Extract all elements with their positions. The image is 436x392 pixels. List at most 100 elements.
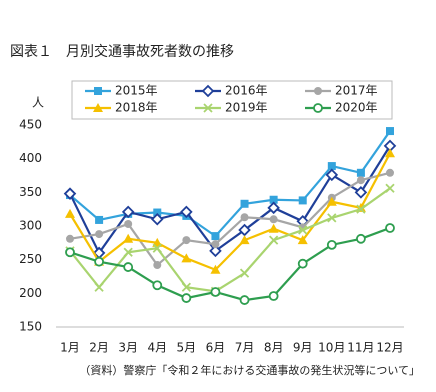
marker (152, 243, 162, 253)
series-line (69, 171, 391, 267)
marker (65, 247, 75, 258)
marker (95, 215, 104, 224)
legend-box (71, 80, 393, 120)
y-tick-label: 300 (19, 219, 42, 233)
marker (354, 186, 368, 199)
marker (65, 208, 75, 218)
marker (94, 87, 102, 95)
marker (356, 204, 366, 214)
x-tick-label: 6月 (206, 341, 226, 355)
marker (203, 103, 213, 113)
marker (180, 205, 193, 219)
source-note: （資料）警察庁「令和２年における交通事故の発生状況等について」 (79, 363, 420, 377)
marker (181, 253, 192, 263)
marker (94, 256, 104, 267)
y-tick-label: 450 (19, 118, 42, 132)
marker (123, 233, 134, 243)
marker (95, 230, 104, 239)
x-tick-label: 9月 (293, 341, 313, 355)
x-tick-label: 10月 (318, 341, 345, 355)
marker (314, 87, 322, 95)
marker (211, 232, 220, 241)
marker (211, 240, 220, 249)
y-tick-label: 350 (19, 185, 42, 199)
marker (297, 258, 308, 269)
marker (326, 239, 337, 250)
marker (268, 235, 279, 245)
marker (268, 223, 279, 233)
marker (153, 208, 162, 217)
legend-label: 2018年 (115, 101, 158, 115)
marker (201, 84, 215, 98)
marker (385, 223, 395, 233)
marker (210, 287, 221, 297)
marker (269, 195, 278, 204)
marker (326, 196, 337, 206)
legend-label: 2020年 (335, 101, 378, 115)
marker (267, 201, 280, 215)
x-tick-label: 7月 (235, 341, 255, 355)
marker (386, 168, 394, 177)
marker (209, 244, 222, 258)
marker (238, 223, 251, 237)
y-tick-label: 250 (19, 252, 42, 266)
marker (240, 213, 249, 222)
marker (123, 262, 134, 272)
y-tick-label: 150 (19, 320, 42, 334)
marker (182, 236, 191, 245)
series-line (69, 187, 391, 293)
marker (210, 264, 221, 274)
marker (298, 225, 308, 235)
marker (386, 127, 394, 136)
legend-label: 2016年 (225, 84, 268, 98)
marker (153, 261, 162, 270)
marker (385, 183, 395, 193)
x-tick-label: 11月 (347, 341, 374, 355)
marker (356, 168, 365, 177)
y-tick-label: 200 (19, 286, 42, 300)
x-tick-label: 2月 (89, 341, 109, 355)
marker (121, 205, 135, 219)
marker (152, 280, 163, 291)
series-line (69, 130, 391, 238)
x-tick-label: 3月 (118, 341, 138, 355)
marker (313, 103, 323, 113)
x-tick-label: 5月 (177, 341, 197, 355)
marker (124, 219, 133, 228)
marker (356, 176, 365, 185)
marker (297, 235, 308, 245)
marker (385, 148, 395, 158)
series-line (69, 226, 391, 302)
marker (268, 291, 279, 301)
series-line (69, 152, 391, 272)
marker (327, 162, 336, 171)
marker (93, 103, 103, 112)
y-unit: 人 (32, 96, 44, 110)
marker (66, 234, 74, 243)
marker (325, 168, 339, 182)
legend-label: 2015年 (115, 84, 158, 98)
x-tick-label: 4月 (147, 341, 167, 355)
x-tick-label: 1月 (60, 341, 80, 355)
legend-label: 2017年 (335, 84, 378, 98)
marker (151, 212, 164, 226)
x-tick-label: 12月 (376, 341, 403, 355)
marker (356, 233, 366, 244)
marker (181, 293, 192, 303)
marker (298, 196, 307, 205)
marker (239, 235, 250, 245)
marker (240, 199, 249, 208)
marker (327, 213, 337, 223)
chart-title: 図表１ 月別交通事故死者数の推移 (10, 43, 234, 60)
marker (123, 247, 133, 257)
marker (63, 187, 77, 200)
legend-label: 2019年 (225, 101, 268, 115)
marker (181, 282, 192, 292)
series-line (69, 145, 391, 256)
marker (269, 215, 278, 224)
marker (94, 282, 104, 292)
x-tick-label: 8月 (264, 341, 284, 355)
marker (239, 295, 250, 305)
marker (239, 268, 250, 278)
